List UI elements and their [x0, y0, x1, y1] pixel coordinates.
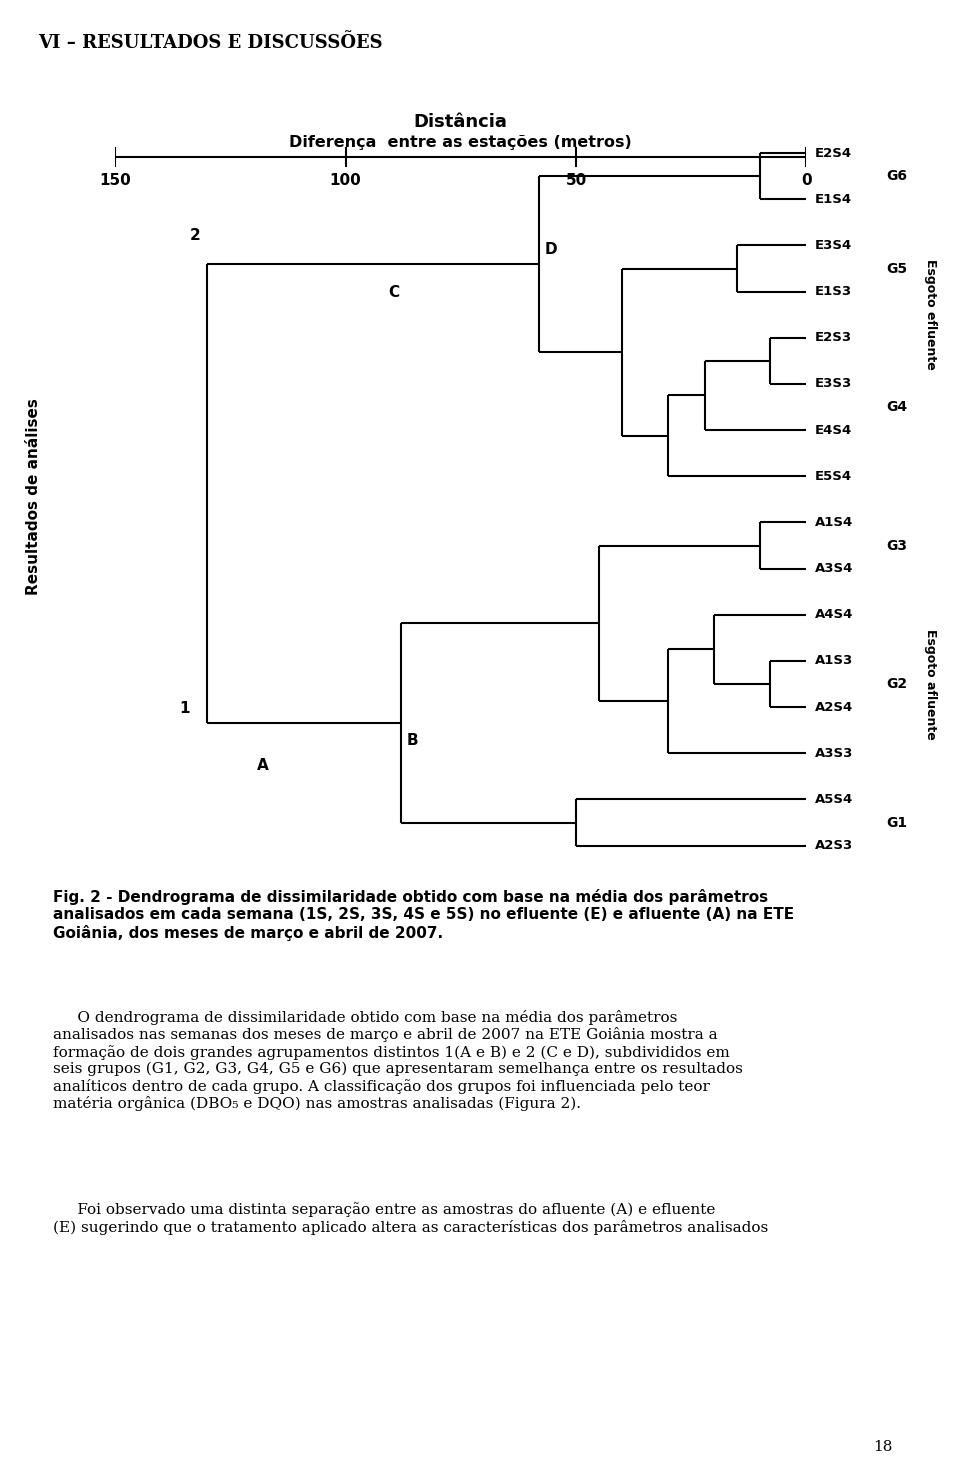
Text: Distância: Distância [414, 113, 508, 130]
Text: C: C [388, 284, 399, 301]
Text: A2S4: A2S4 [815, 701, 852, 714]
Text: A1S4: A1S4 [815, 515, 852, 529]
Text: 18: 18 [874, 1441, 893, 1454]
Text: G4: G4 [886, 400, 907, 415]
Text: Fig. 2 - Dendrograma de dissimilaridade obtido com base na média dos parâmetros
: Fig. 2 - Dendrograma de dissimilaridade … [53, 889, 794, 940]
Text: D: D [544, 243, 558, 258]
Text: E5S4: E5S4 [815, 469, 852, 483]
Text: E1S4: E1S4 [815, 193, 852, 206]
Text: 0: 0 [801, 172, 812, 188]
Text: G1: G1 [886, 816, 907, 829]
Text: O dendrograma de dissimilaridade obtido com base na média dos parâmetros
analisa: O dendrograma de dissimilaridade obtido … [53, 1010, 743, 1111]
Text: A5S4: A5S4 [815, 792, 852, 806]
Text: Esgoto afluente: Esgoto afluente [924, 628, 937, 739]
Text: E1S3: E1S3 [815, 286, 852, 298]
Text: 50: 50 [565, 172, 587, 188]
Text: Resultados de análises: Resultados de análises [26, 398, 41, 594]
Text: A3S4: A3S4 [815, 563, 853, 575]
Text: A4S4: A4S4 [815, 609, 853, 621]
Text: E3S3: E3S3 [815, 378, 852, 391]
Text: 2: 2 [190, 228, 201, 243]
Text: A: A [256, 758, 269, 773]
Text: E4S4: E4S4 [815, 424, 852, 437]
Text: G3: G3 [886, 539, 907, 552]
Text: Esgoto efluente: Esgoto efluente [924, 259, 937, 370]
Text: E2S3: E2S3 [815, 332, 852, 344]
Text: A2S3: A2S3 [815, 840, 852, 852]
Text: A1S3: A1S3 [815, 655, 852, 668]
Text: G5: G5 [886, 262, 907, 275]
Text: G2: G2 [886, 677, 907, 692]
Text: B: B [406, 733, 418, 748]
Text: E3S4: E3S4 [815, 238, 852, 252]
Text: VI – RESULTADOS E DISCUSSÕES: VI – RESULTADOS E DISCUSSÕES [38, 34, 383, 52]
Text: G6: G6 [886, 169, 907, 184]
Text: E2S4: E2S4 [815, 147, 852, 160]
Text: 150: 150 [99, 172, 132, 188]
Text: Diferença  entre as estações (metros): Diferença entre as estações (metros) [289, 135, 633, 150]
Text: 1: 1 [180, 701, 190, 715]
Text: Foi observado uma distinta separação entre as amostras do afluente (A) e efluent: Foi observado uma distinta separação ent… [53, 1203, 768, 1235]
Text: 100: 100 [329, 172, 362, 188]
Text: A3S3: A3S3 [815, 746, 853, 760]
